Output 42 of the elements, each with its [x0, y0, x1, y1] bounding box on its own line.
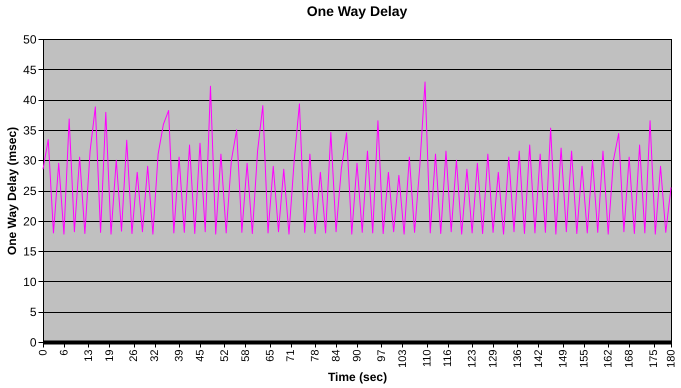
- y-tick-label: 15: [23, 244, 37, 259]
- x-tick-label: 58: [240, 350, 252, 362]
- y-tick-label: 40: [23, 93, 37, 108]
- x-tick-label: 26: [128, 350, 140, 362]
- y-tick-label: 35: [23, 123, 37, 138]
- y-axis-title: One Way Delay (msec): [5, 126, 20, 256]
- x-tick-label: 110: [421, 350, 434, 368]
- x-tick-label: 155: [578, 350, 590, 368]
- x-tick-label: 180: [666, 350, 678, 368]
- x-tick-label: 71: [285, 350, 298, 362]
- x-axis-title: Time (sec): [328, 370, 388, 384]
- x-tick-label: 45: [194, 350, 206, 362]
- x-tick-label: 97: [376, 350, 388, 362]
- y-tick-label: 25: [23, 184, 37, 198]
- y-tick-label: 45: [23, 62, 37, 77]
- y-tick-label: 30: [23, 154, 37, 168]
- x-tick-label: 123: [466, 350, 479, 368]
- x-tick-label: 149: [557, 350, 570, 368]
- chart-title: One Way Delay: [306, 3, 408, 19]
- y-tick-label: 5: [30, 305, 37, 320]
- x-tick-label: 129: [488, 350, 500, 368]
- x-tick-label: 52: [218, 350, 231, 362]
- x-tick-label: 32: [149, 350, 162, 362]
- y-tick-label: 20: [23, 214, 37, 228]
- x-tick-label: 19: [104, 350, 116, 362]
- x-tick-label: 90: [352, 350, 364, 362]
- x-tick-label: 103: [396, 350, 409, 368]
- x-tick-label: 65: [264, 350, 276, 362]
- x-tick-label: 6: [58, 350, 70, 356]
- x-tick-label: 136: [512, 350, 524, 368]
- x-tick-label: 13: [82, 350, 95, 362]
- x-tick-label: 116: [442, 350, 454, 368]
- x-tick-label: 39: [174, 350, 186, 362]
- x-tick-label: 78: [310, 350, 322, 362]
- x-tick-label: 168: [624, 350, 636, 368]
- x-tick-label: 142: [532, 350, 545, 368]
- x-tick-label: 0: [38, 350, 50, 356]
- x-tick-label: 175: [648, 350, 660, 368]
- y-tick-label: 50: [23, 32, 37, 46]
- x-tick-label: 162: [602, 350, 615, 368]
- x-tick-label: 84: [330, 350, 343, 362]
- y-tick-label: 10: [23, 274, 37, 289]
